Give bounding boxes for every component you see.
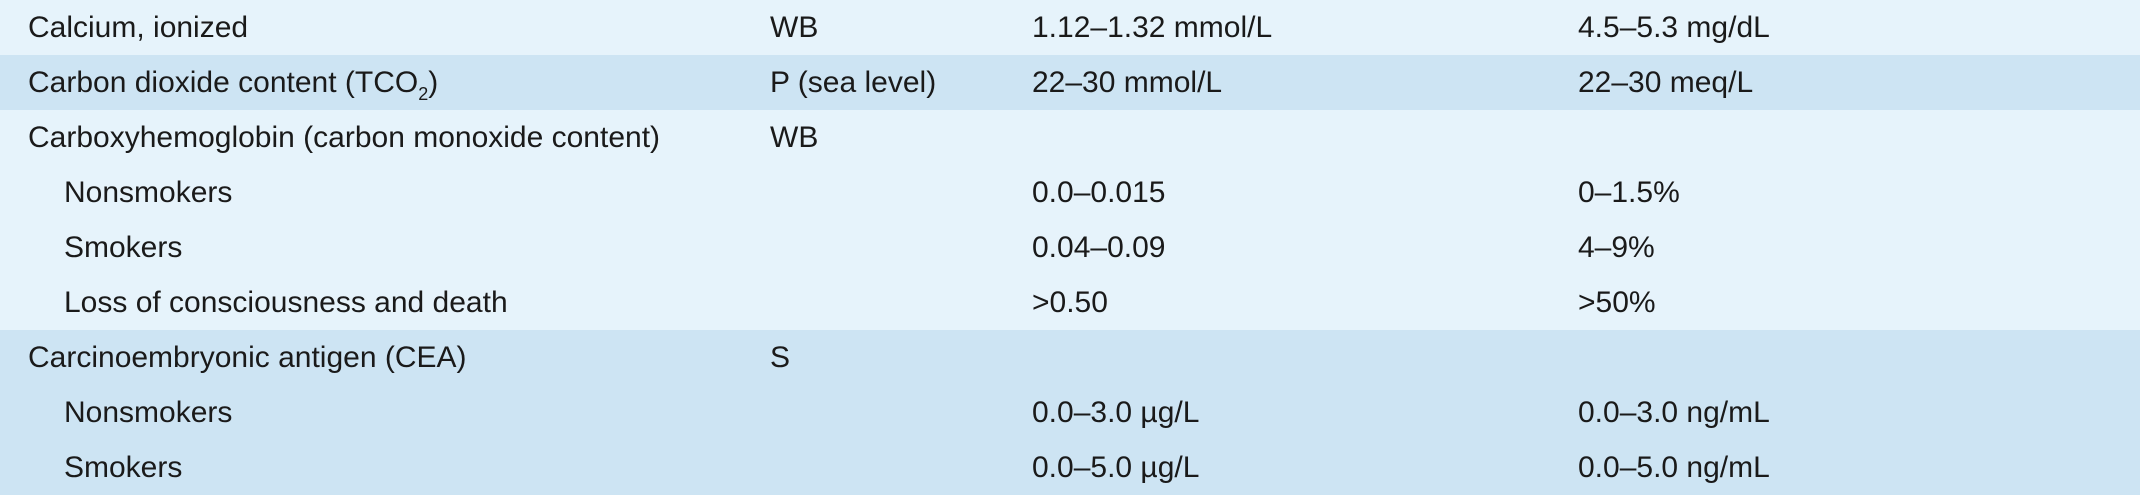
si-range-cell: 1.12–1.32 mmol/L	[1032, 10, 1273, 44]
table-row: Nonsmokers 0.0–0.015 0–1.5%	[0, 165, 2140, 220]
specimen-cell: WB	[770, 10, 819, 44]
si-range-cell: 0.0–0.015	[1032, 175, 1166, 209]
analyte-cell: Carboxyhemoglobin (carbon monoxide conte…	[28, 120, 661, 154]
conventional-range-cell: 0.0–3.0 ng/mL	[1578, 395, 1770, 429]
table-row: Carboxyhemoglobin (carbon monoxide conte…	[0, 110, 2140, 165]
specimen-cell: P (sea level)	[770, 65, 937, 99]
analyte-cell: Loss of consciousness and death	[64, 285, 508, 319]
analyte-cell: Nonsmokers	[64, 175, 233, 209]
analyte-text-suffix: )	[428, 65, 439, 99]
conventional-range-cell: 4–9%	[1578, 230, 1655, 264]
conventional-range-cell: 0–1.5%	[1578, 175, 1680, 209]
conventional-range-cell: >50%	[1578, 285, 1656, 319]
si-range-cell: 0.0–3.0 µg/L	[1032, 395, 1200, 429]
conventional-range-cell: 0.0–5.0 ng/mL	[1578, 450, 1770, 484]
specimen-cell: WB	[770, 120, 819, 154]
si-range-cell: 0.04–0.09	[1032, 230, 1166, 264]
analyte-cell: Smokers	[64, 230, 183, 264]
si-range-cell: >0.50	[1032, 285, 1108, 319]
analyte-subscript: 2	[418, 83, 429, 104]
analyte-cell: Calcium, ionized	[28, 10, 249, 44]
si-range-cell: 0.0–5.0 µg/L	[1032, 450, 1200, 484]
table-row: Smokers 0.04–0.09 4–9%	[0, 220, 2140, 275]
analyte-cell: Smokers	[64, 450, 183, 484]
analyte-cell: Carbon dioxide content (TCO2)	[0, 65, 770, 103]
table-row: Loss of consciousness and death >0.50 >5…	[0, 275, 2140, 330]
conventional-range-cell: 22–30 meq/L	[1578, 65, 1754, 99]
analyte-cell: Nonsmokers	[64, 395, 233, 429]
analyte-cell: Carcinoembryonic antigen (CEA)	[28, 340, 467, 374]
analyte-text: Carbon dioxide content (TCO	[28, 65, 419, 99]
table-row: Nonsmokers 0.0–3.0 µg/L 0.0–3.0 ng/mL	[0, 385, 2140, 440]
table-row: Calcium, ionized WB 1.12–1.32 mmol/L 4.5…	[0, 0, 2140, 55]
conventional-range-cell: 4.5–5.3 mg/dL	[1578, 10, 1770, 44]
table-row: Carcinoembryonic antigen (CEA) S	[0, 330, 2140, 385]
table-row: Smokers 0.0–5.0 µg/L 0.0–5.0 ng/mL	[0, 440, 2140, 495]
table-row: Carbon dioxide content (TCO2) P (sea lev…	[0, 55, 2140, 110]
specimen-cell: S	[770, 340, 791, 374]
si-range-cell: 22–30 mmol/L	[1032, 65, 1223, 99]
